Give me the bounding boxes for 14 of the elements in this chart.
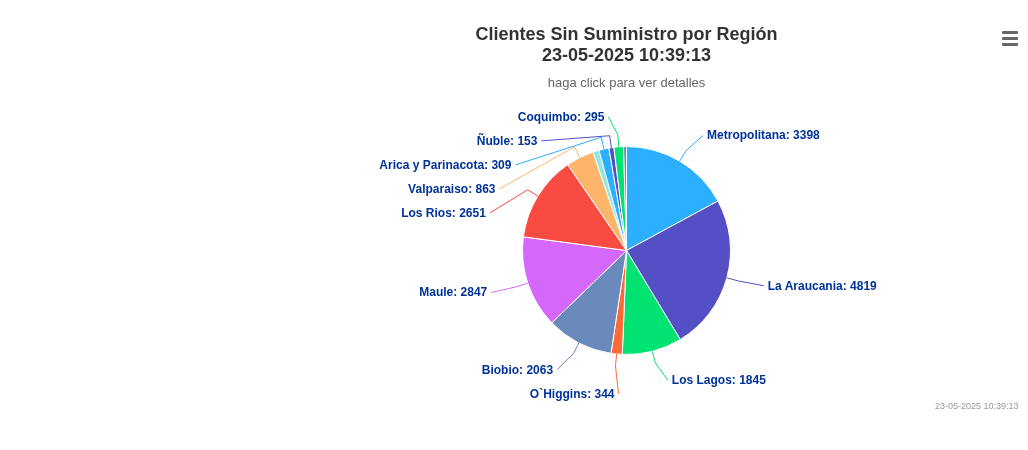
slice-label: La Araucania: 4819 <box>767 278 878 293</box>
slice-label: Coquimbo: 295 <box>517 109 605 124</box>
slice-label: Metropolitana: 3398 <box>707 128 821 143</box>
slice-label: Arica y Parinacota: 309 <box>379 157 512 172</box>
chart-title: Clientes Sin Suministro por Región 23-05-2025 10:39:13 <box>475 23 778 65</box>
slice-label: Ñuble: 153 <box>476 132 538 148</box>
slice-label: Maule: 2847 <box>419 285 488 300</box>
slice-label: Los Lagos: 1845 <box>671 373 767 388</box>
slice-label: O`Higgins: 344 <box>529 386 615 401</box>
text: 23-05-2025 10:39:13 <box>934 400 1019 411</box>
slice-label: Valparaiso: 863 <box>408 181 496 196</box>
slice-label: Los Rios: 2651 <box>401 205 487 220</box>
chart-subtitle: haga click para ver detalles <box>547 75 706 90</box>
slice-label: Biobio: 2063 <box>481 362 554 377</box>
